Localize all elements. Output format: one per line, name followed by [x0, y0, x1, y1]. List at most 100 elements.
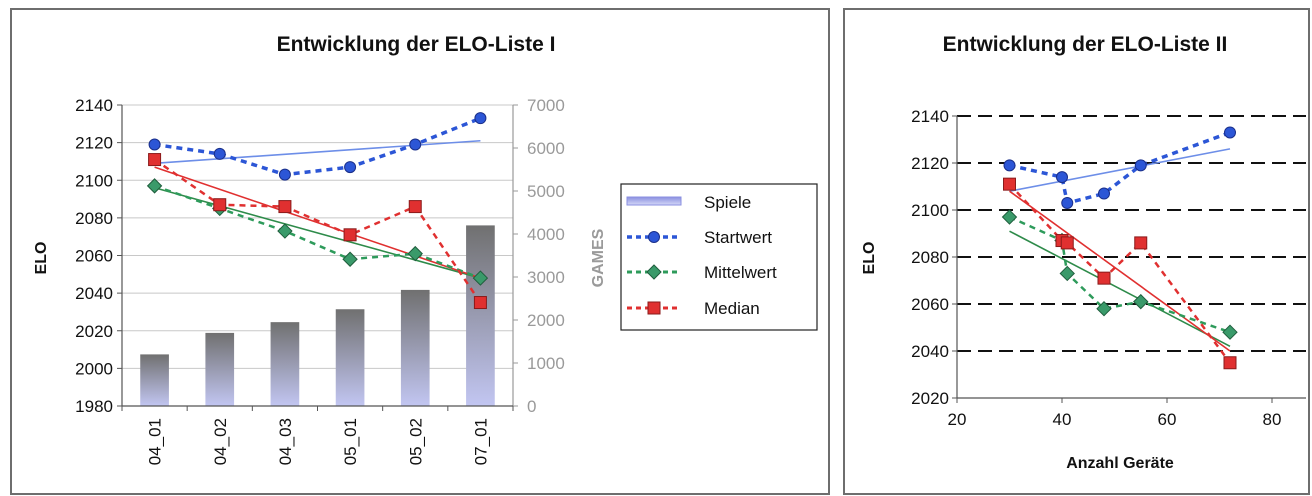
x-tick-label: 04_01 — [146, 418, 165, 465]
data-point-startwert — [1224, 126, 1236, 139]
trendline-startwert — [1009, 148, 1231, 192]
chart-1-y2label: GAMES — [590, 228, 607, 287]
data-point-median — [1134, 236, 1148, 250]
trendline-mittelwert — [1009, 230, 1231, 348]
data-point-startwert — [1056, 171, 1068, 184]
y-tick-label: 2040 — [911, 342, 949, 361]
data-point-startwert — [409, 138, 422, 151]
y-tick-label: 2120 — [75, 134, 113, 153]
data-point-startwert — [148, 138, 161, 151]
series-line-mittelwert — [1008, 215, 1231, 334]
bar-spiele — [205, 332, 235, 406]
series-line-median — [153, 158, 482, 304]
y-tick-label: 2060 — [75, 247, 113, 266]
y2-tick-label: 2000 — [527, 311, 565, 330]
y2-tick-label: 7000 — [527, 96, 565, 115]
data-point-startwert — [474, 112, 487, 125]
data-point-mittelwert — [277, 223, 293, 239]
data-point-startwert — [344, 161, 357, 174]
x-tick-label: 60 — [1158, 410, 1177, 429]
y2-tick-label: 3000 — [527, 268, 565, 287]
data-point-mittelwert — [1059, 265, 1075, 282]
legend-swatch-spiele — [626, 196, 682, 206]
data-point-mittelwert — [342, 251, 358, 267]
y2-tick-label: 5000 — [527, 182, 565, 201]
x-tick-label: 40 — [1053, 410, 1072, 429]
data-point-startwert — [1134, 159, 1147, 172]
x-tick-label: 07_01 — [471, 418, 490, 465]
x-tick-label: 04_02 — [211, 418, 230, 465]
y2-tick-label: 1000 — [527, 354, 565, 373]
legend-marker-median — [647, 301, 661, 315]
bar-spiele — [270, 322, 300, 406]
x-tick-label: 20 — [948, 410, 967, 429]
data-point-median — [213, 198, 227, 212]
series-line-mittelwert — [154, 184, 481, 280]
trendline-mittelwert — [154, 187, 481, 279]
trendline-median — [154, 166, 481, 279]
series-line-startwert — [1009, 130, 1231, 206]
bar-spiele — [400, 289, 430, 406]
y2-tick-label: 0 — [527, 397, 536, 416]
series-line-startwert — [154, 116, 482, 177]
y2-tick-label: 4000 — [527, 225, 565, 244]
legend-marker-mittelwert — [646, 264, 662, 280]
chart-1-ylabel: ELO — [33, 242, 50, 275]
y-tick-label: 2020 — [911, 389, 949, 408]
data-point-median — [408, 200, 422, 214]
y-tick-label: 2060 — [911, 295, 949, 314]
data-point-median — [343, 228, 357, 242]
legend-label-startwert: Startwert — [704, 228, 772, 247]
data-point-median — [1097, 271, 1111, 285]
x-tick-label: 04_03 — [276, 418, 295, 465]
data-point-median — [1003, 177, 1016, 191]
y-tick-label: 2080 — [75, 209, 113, 228]
data-point-median — [278, 200, 292, 214]
chart-1-legend: Spiele Startwert Mittelwert Median — [620, 183, 818, 331]
legend-label-spiele: Spiele — [704, 193, 751, 212]
bar-spiele — [335, 309, 365, 406]
data-point-startwert — [1098, 187, 1110, 200]
chart-1-plot: 1980 2000 2020 2040 2060 2080 2100 2120 2140 0 100… — [75, 96, 565, 465]
data-point-mittelwert — [407, 245, 423, 262]
y-tick-label: 2140 — [75, 96, 113, 115]
data-point-startwert — [213, 147, 226, 160]
y-tick-label: 2000 — [75, 359, 113, 378]
y-tick-label: 2100 — [75, 171, 113, 190]
trendline-median — [1009, 190, 1231, 352]
data-point-mittelwert — [1133, 293, 1149, 310]
chart-2-ylabel: ELO — [861, 242, 878, 275]
x-tick-label: 05_01 — [341, 418, 360, 465]
data-point-median — [148, 153, 162, 167]
y2-tick-label: 6000 — [527, 139, 565, 158]
legend-marker-startwert — [648, 231, 660, 243]
data-point-median — [473, 296, 487, 310]
data-point-startwert — [1061, 196, 1074, 209]
y-tick-label: 1980 — [75, 397, 113, 416]
data-point-startwert — [1003, 159, 1016, 172]
data-point-median — [1223, 356, 1237, 370]
data-point-mittelwert — [1222, 324, 1238, 340]
x-tick-label: 05_02 — [406, 418, 425, 465]
panel-2-frame — [843, 8, 1310, 495]
bar-spiele — [466, 225, 495, 406]
x-tick-label: 80 — [1263, 410, 1282, 429]
data-point-mittelwert — [146, 178, 163, 194]
legend-label-mittelwert: Mittelwert — [704, 263, 777, 282]
y-tick-label: 2020 — [75, 322, 113, 341]
data-point-startwert — [278, 168, 291, 181]
bar-spiele — [140, 354, 169, 406]
chart-2-title: Entwicklung der ELO-Liste II — [943, 33, 1228, 56]
y-tick-label: 2100 — [911, 201, 949, 220]
y-tick-label: 2120 — [911, 154, 949, 173]
data-point-mittelwert — [1096, 300, 1112, 317]
series-line-median — [1008, 183, 1232, 364]
chart-2-xlabel: Anzahl Geräte — [1066, 455, 1174, 472]
legend-label-median: Median — [704, 299, 760, 318]
chart-1-title: Entwicklung der ELO-Liste I — [277, 33, 556, 56]
y-tick-label: 2140 — [911, 107, 949, 126]
data-point-mittelwert — [472, 270, 489, 286]
trendline-startwert — [154, 139, 481, 165]
